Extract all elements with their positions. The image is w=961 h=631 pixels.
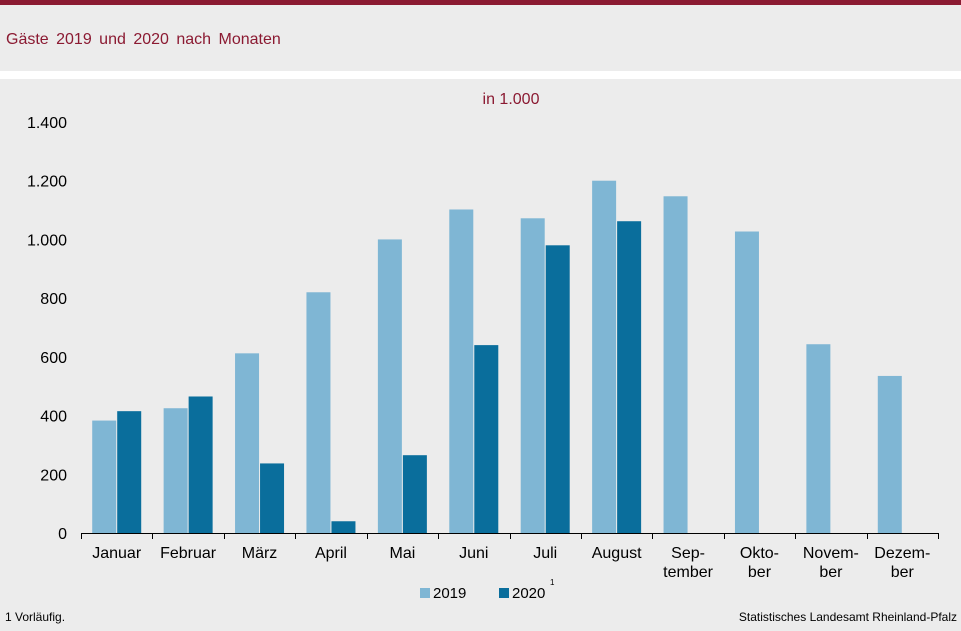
x-tick-label: Mai [389,545,415,562]
title-band [0,5,961,71]
y-tick-label: 800 [40,291,67,308]
x-tick-label: Novem- [803,545,859,562]
y-tick-label: 1.000 [27,232,67,249]
bar-2020 [117,411,142,533]
x-tick-label: ber [891,564,915,581]
unit-label: in 1.000 [483,91,540,108]
x-tick-label: Dezem- [874,545,930,562]
legend-swatch-2019 [420,588,430,598]
x-tick-label: ber [748,564,772,581]
footnote: 1 Vorläufig. [5,610,66,624]
bar-2019 [377,239,402,533]
bar-2019 [449,209,474,533]
x-tick-label: tember [663,564,713,581]
bar-2020 [188,396,213,533]
separator-band [0,71,961,79]
bar-2020 [402,455,427,533]
bar-2020 [331,521,356,533]
bar-2019 [592,180,617,533]
bar-2019 [877,375,902,533]
y-tick-label: 600 [40,350,67,367]
bar-2019 [163,408,188,533]
x-tick-label: Januar [92,545,142,562]
x-tick-label: März [242,545,278,562]
x-tick-label: Februar [160,545,217,562]
bar-2019 [306,292,331,533]
bar-2019 [806,344,831,533]
x-tick-label: Okto- [740,545,779,562]
y-tick-label: 1.200 [27,174,67,191]
chart-title: Gäste 2019 und 2020 nach Monaten [6,31,281,48]
bar-2020 [474,345,499,533]
bar-2019 [92,420,117,533]
y-tick-label: 200 [40,467,67,484]
bar-2019 [520,218,545,533]
source-credit: Statistisches Landesamt Rheinland-Pfalz [738,610,957,624]
x-tick-label: August [592,545,642,562]
bar-2020 [617,221,642,533]
legend-label-2019: 2019 [433,585,466,602]
bar-2020 [545,245,570,534]
legend-swatch-2020 [499,588,509,598]
bar-2019 [734,231,759,533]
x-tick-label: Juli [533,545,557,562]
x-tick-label: Sep- [671,545,705,562]
bar-2020 [260,463,285,533]
x-tick-label: ber [819,564,843,581]
y-tick-label: 400 [40,409,67,426]
x-tick-label: Juni [459,545,488,562]
y-tick-label: 0 [58,526,67,543]
top-accent-rule [0,0,961,5]
legend-label-2020: 2020 [512,585,545,602]
x-tick-label: April [315,545,347,562]
bar-2019 [663,196,688,534]
bar-2019 [235,353,260,533]
legend-footnote-mark: 1 [550,578,555,587]
y-tick-label: 1.400 [27,115,67,132]
